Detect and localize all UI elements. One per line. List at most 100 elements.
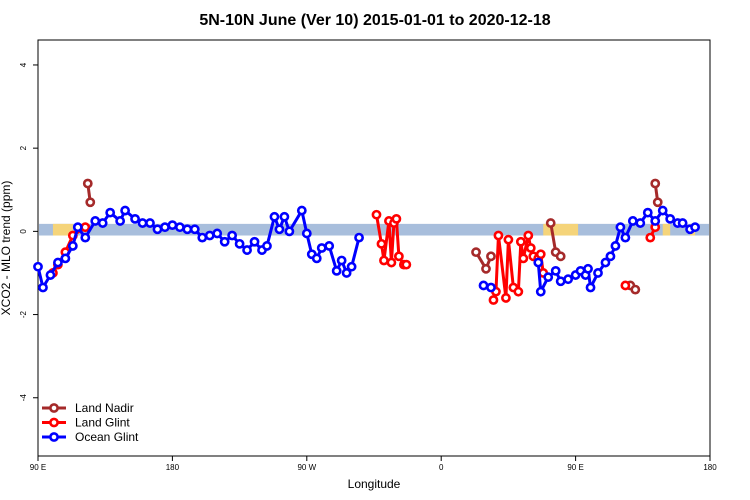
data-point	[90, 216, 101, 226]
data-point	[130, 213, 140, 224]
data-point	[174, 222, 185, 233]
data-point	[401, 259, 412, 270]
x-tick-label: 180	[703, 463, 717, 472]
legend-marker	[49, 417, 59, 428]
x-tick-label: 90 E	[30, 463, 46, 472]
data-point	[331, 265, 342, 276]
data-point	[563, 274, 574, 285]
legend-marker	[49, 432, 59, 442]
data-point	[645, 232, 656, 243]
data-point	[160, 222, 170, 233]
data-point	[167, 220, 178, 231]
data-point	[145, 218, 155, 228]
data-point	[665, 213, 676, 224]
legend-label: Land Nadir	[75, 401, 134, 415]
x-tick-label: 90 E	[567, 463, 583, 472]
data-point	[585, 282, 596, 293]
data-point	[471, 247, 481, 258]
data-point	[615, 222, 626, 233]
data-point	[279, 211, 290, 222]
data-point	[391, 213, 402, 224]
data-point	[346, 261, 357, 272]
data-point	[620, 232, 631, 243]
data-point	[652, 197, 663, 208]
data-point	[38, 282, 48, 293]
data-point	[189, 224, 200, 235]
ocean-band	[39, 223, 709, 236]
data-point	[555, 276, 566, 287]
y-axis-label: XCO2 - MLO trend (ppm)	[0, 181, 13, 316]
data-point	[523, 230, 534, 241]
data-point	[269, 211, 280, 222]
data-point	[533, 257, 544, 268]
data-point	[535, 286, 546, 297]
data-point	[262, 241, 272, 251]
land-band	[662, 223, 671, 236]
data-point	[486, 282, 496, 293]
data-point	[53, 257, 63, 268]
x-axis: 90 E 180 90 W 0 90 E 180	[30, 456, 717, 472]
data-point	[212, 228, 223, 239]
data-point	[513, 286, 524, 297]
data-point	[518, 253, 529, 264]
x-tick-label: 180	[166, 463, 180, 472]
data-point	[690, 222, 700, 233]
data-point	[620, 280, 631, 291]
legend-label: Ocean Glint	[75, 430, 139, 444]
data-point	[627, 216, 638, 226]
data-point	[227, 230, 238, 241]
data-point	[486, 251, 496, 262]
data-point	[493, 230, 504, 241]
x-tick-label: 90 W	[297, 463, 316, 472]
data-point	[550, 265, 561, 276]
data-point	[301, 228, 312, 239]
data-point	[488, 295, 499, 305]
data-point	[105, 207, 116, 218]
data-point	[610, 241, 621, 251]
data-point	[379, 255, 389, 266]
data-point	[80, 232, 91, 243]
y-tick-label: 4	[19, 62, 28, 67]
y-tick-label: -4	[19, 394, 28, 402]
data-point	[600, 257, 611, 268]
data-point	[85, 197, 96, 208]
data-point	[376, 238, 387, 249]
y-tick-label: 0	[19, 229, 28, 234]
series-land-nadir	[82, 178, 663, 295]
data-point	[478, 280, 489, 291]
data-point	[120, 205, 131, 216]
data-point	[115, 216, 126, 226]
data-point	[657, 205, 668, 216]
data-point	[204, 230, 215, 241]
data-point	[545, 218, 556, 228]
series-ocean-glint	[33, 205, 700, 297]
x-axis-label: Longitude	[348, 477, 401, 491]
data-point	[182, 224, 193, 235]
data-point	[501, 293, 511, 303]
x-tick-label: 0	[439, 463, 444, 472]
plot-frame	[37, 39, 711, 457]
land-band	[543, 223, 579, 236]
data-point	[219, 236, 230, 247]
data-point	[72, 222, 83, 233]
data-point	[80, 222, 91, 233]
data-point	[197, 232, 208, 243]
data-point	[642, 207, 653, 218]
data-point	[324, 241, 335, 251]
data-point	[311, 253, 322, 264]
data-point	[386, 257, 397, 268]
data-point	[481, 263, 491, 274]
data-point	[341, 268, 352, 278]
data-point	[82, 178, 93, 189]
data-point	[650, 216, 661, 226]
data-point	[605, 251, 616, 262]
data-point	[354, 232, 364, 243]
data-point	[555, 251, 566, 262]
y-axis: -4 -2 0 2 4	[19, 62, 38, 401]
data-point	[152, 224, 163, 235]
data-point	[635, 218, 646, 228]
data-point	[543, 272, 554, 283]
data-point	[97, 218, 108, 228]
